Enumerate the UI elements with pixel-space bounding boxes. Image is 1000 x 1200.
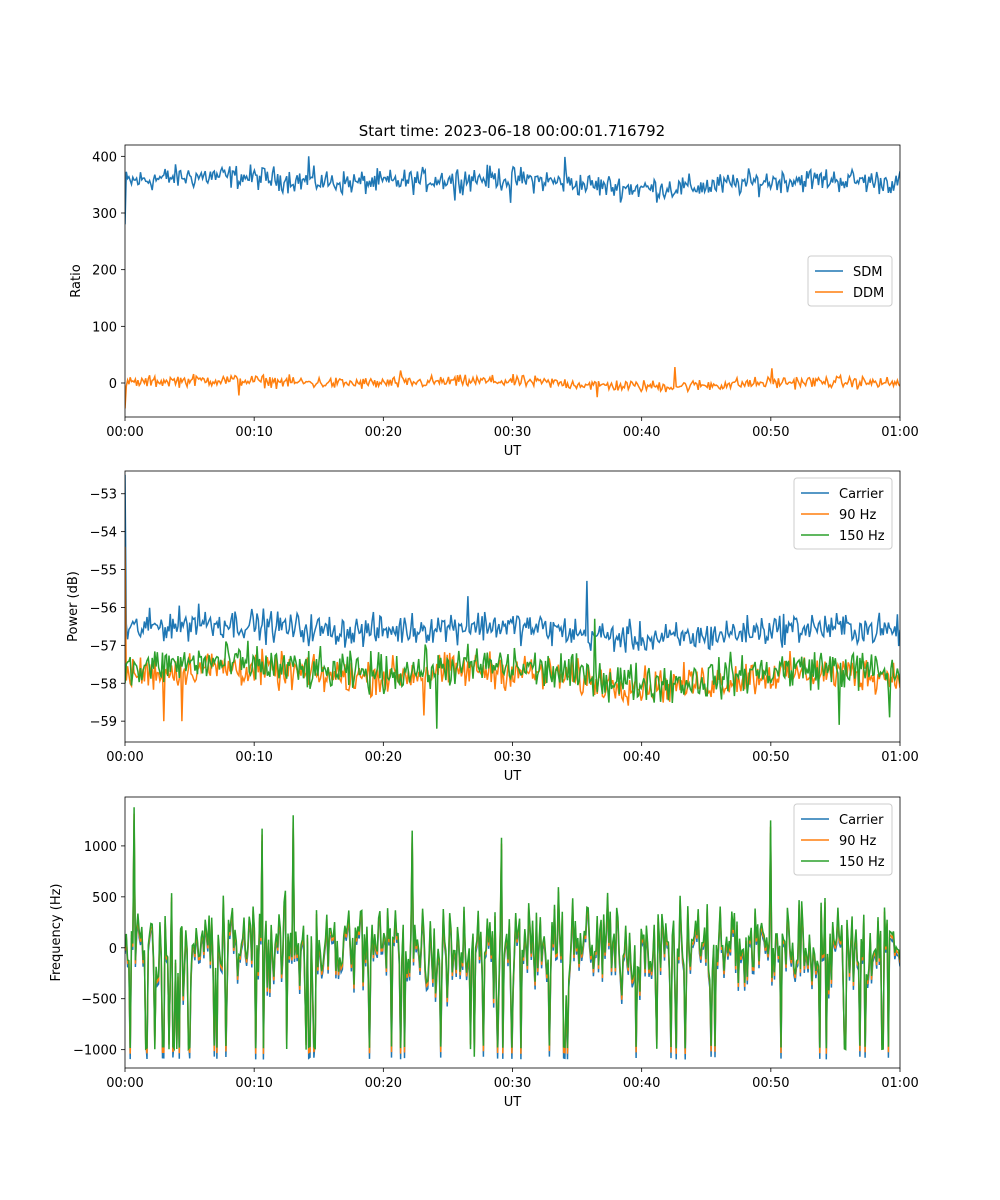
x-tick-label: 00:00 [106,1076,143,1091]
series-line-150-hz [125,618,900,729]
series-line-150-hz [125,807,900,1057]
y-axis-label: Power (dB) [66,571,81,642]
plot-area [125,156,900,409]
axes-frame [124,470,901,743]
x-tick-label: 00:30 [494,425,531,440]
x-axis-label: UT [504,444,522,459]
legend-label: 150 Hz [839,529,885,544]
y-tick-label: 400 [92,150,117,165]
frequency-panel: 00:00 00:10 00:20 00:30 00:40 00:50 01:00 −1000… [49,796,919,1110]
x-tick-label: 00:20 [365,750,402,765]
legend-label: 150 Hz [839,855,885,870]
x-axis-label: UT [504,769,522,784]
y-tick-label: 1000 [84,840,117,855]
y-tick-label: −54 [90,526,117,541]
x-tick-label: 00:10 [235,1076,272,1091]
x-tick-label: 00:50 [752,750,789,765]
power-panel: 00:00 00:10 00:20 00:30 00:40 00:50 01:00 −59 −5… [66,470,919,784]
y-tick-label: 0 [109,377,117,392]
legend-label: Carrier [839,813,884,828]
legend-label: Carrier [839,487,884,502]
x-tick-label: 01:00 [881,425,918,440]
legend-label: 90 Hz [839,834,876,849]
figure-title: Start time: 2023-06-18 00:00:01.716792 [359,122,665,140]
x-tick-label: 00:10 [235,425,272,440]
legend-label: DDM [853,286,884,301]
y-tick-label: −57 [90,639,117,654]
x-tick-label: 00:30 [494,1076,531,1091]
legend-label: SDM [853,265,882,280]
x-tick-label: 00:40 [623,750,660,765]
x-tick-label: 01:00 [881,750,918,765]
y-tick-label: −56 [90,601,117,616]
plot-area [125,474,900,729]
y-tick-label: −58 [90,677,117,692]
y-tick-label: 100 [92,320,117,335]
x-tick-label: 00:50 [752,425,789,440]
series-line-sdm [125,156,900,225]
ratio-panel: 00:00 00:10 00:20 00:30 00:40 00:50 01:00 0 100 2… [69,144,919,459]
y-tick-label: −53 [90,488,117,503]
x-tick-label: 00:40 [623,425,660,440]
legend: Carrier 90 Hz 150 Hz [793,803,893,876]
legend-box [793,477,893,550]
y-tick-label: 0 [109,942,117,957]
y-tick-label: 500 [92,891,117,906]
legend: SDM DDM [807,255,893,307]
y-tick-label: −1000 [73,1044,117,1059]
series-line-ddm [125,367,900,409]
x-tick-label: 00:20 [365,425,402,440]
legend-box [807,255,893,307]
x-tick-label: 00:10 [235,750,272,765]
y-tick-label: −55 [90,564,117,579]
y-tick-label: −500 [81,993,117,1008]
legend-label: 90 Hz [839,508,876,523]
y-tick-label: 200 [92,264,117,279]
x-tick-label: 00:00 [106,750,143,765]
y-tick-label: −59 [90,715,117,730]
x-tick-label: 00:20 [365,1076,402,1091]
legend-box [793,803,893,876]
x-tick-label: 00:40 [623,1076,660,1091]
plot-area [125,807,900,1060]
x-axis-label: UT [504,1095,522,1110]
x-tick-label: 00:30 [494,750,531,765]
y-axis-label: Ratio [69,264,84,297]
x-tick-label: 00:00 [106,425,143,440]
legend: Carrier 90 Hz 150 Hz [793,477,893,550]
series-line-carrier [125,474,900,653]
x-tick-label: 00:50 [752,1076,789,1091]
y-axis-label: Frequency (Hz) [49,883,64,981]
x-tick-label: 01:00 [881,1076,918,1091]
y-tick-label: 300 [92,207,117,222]
